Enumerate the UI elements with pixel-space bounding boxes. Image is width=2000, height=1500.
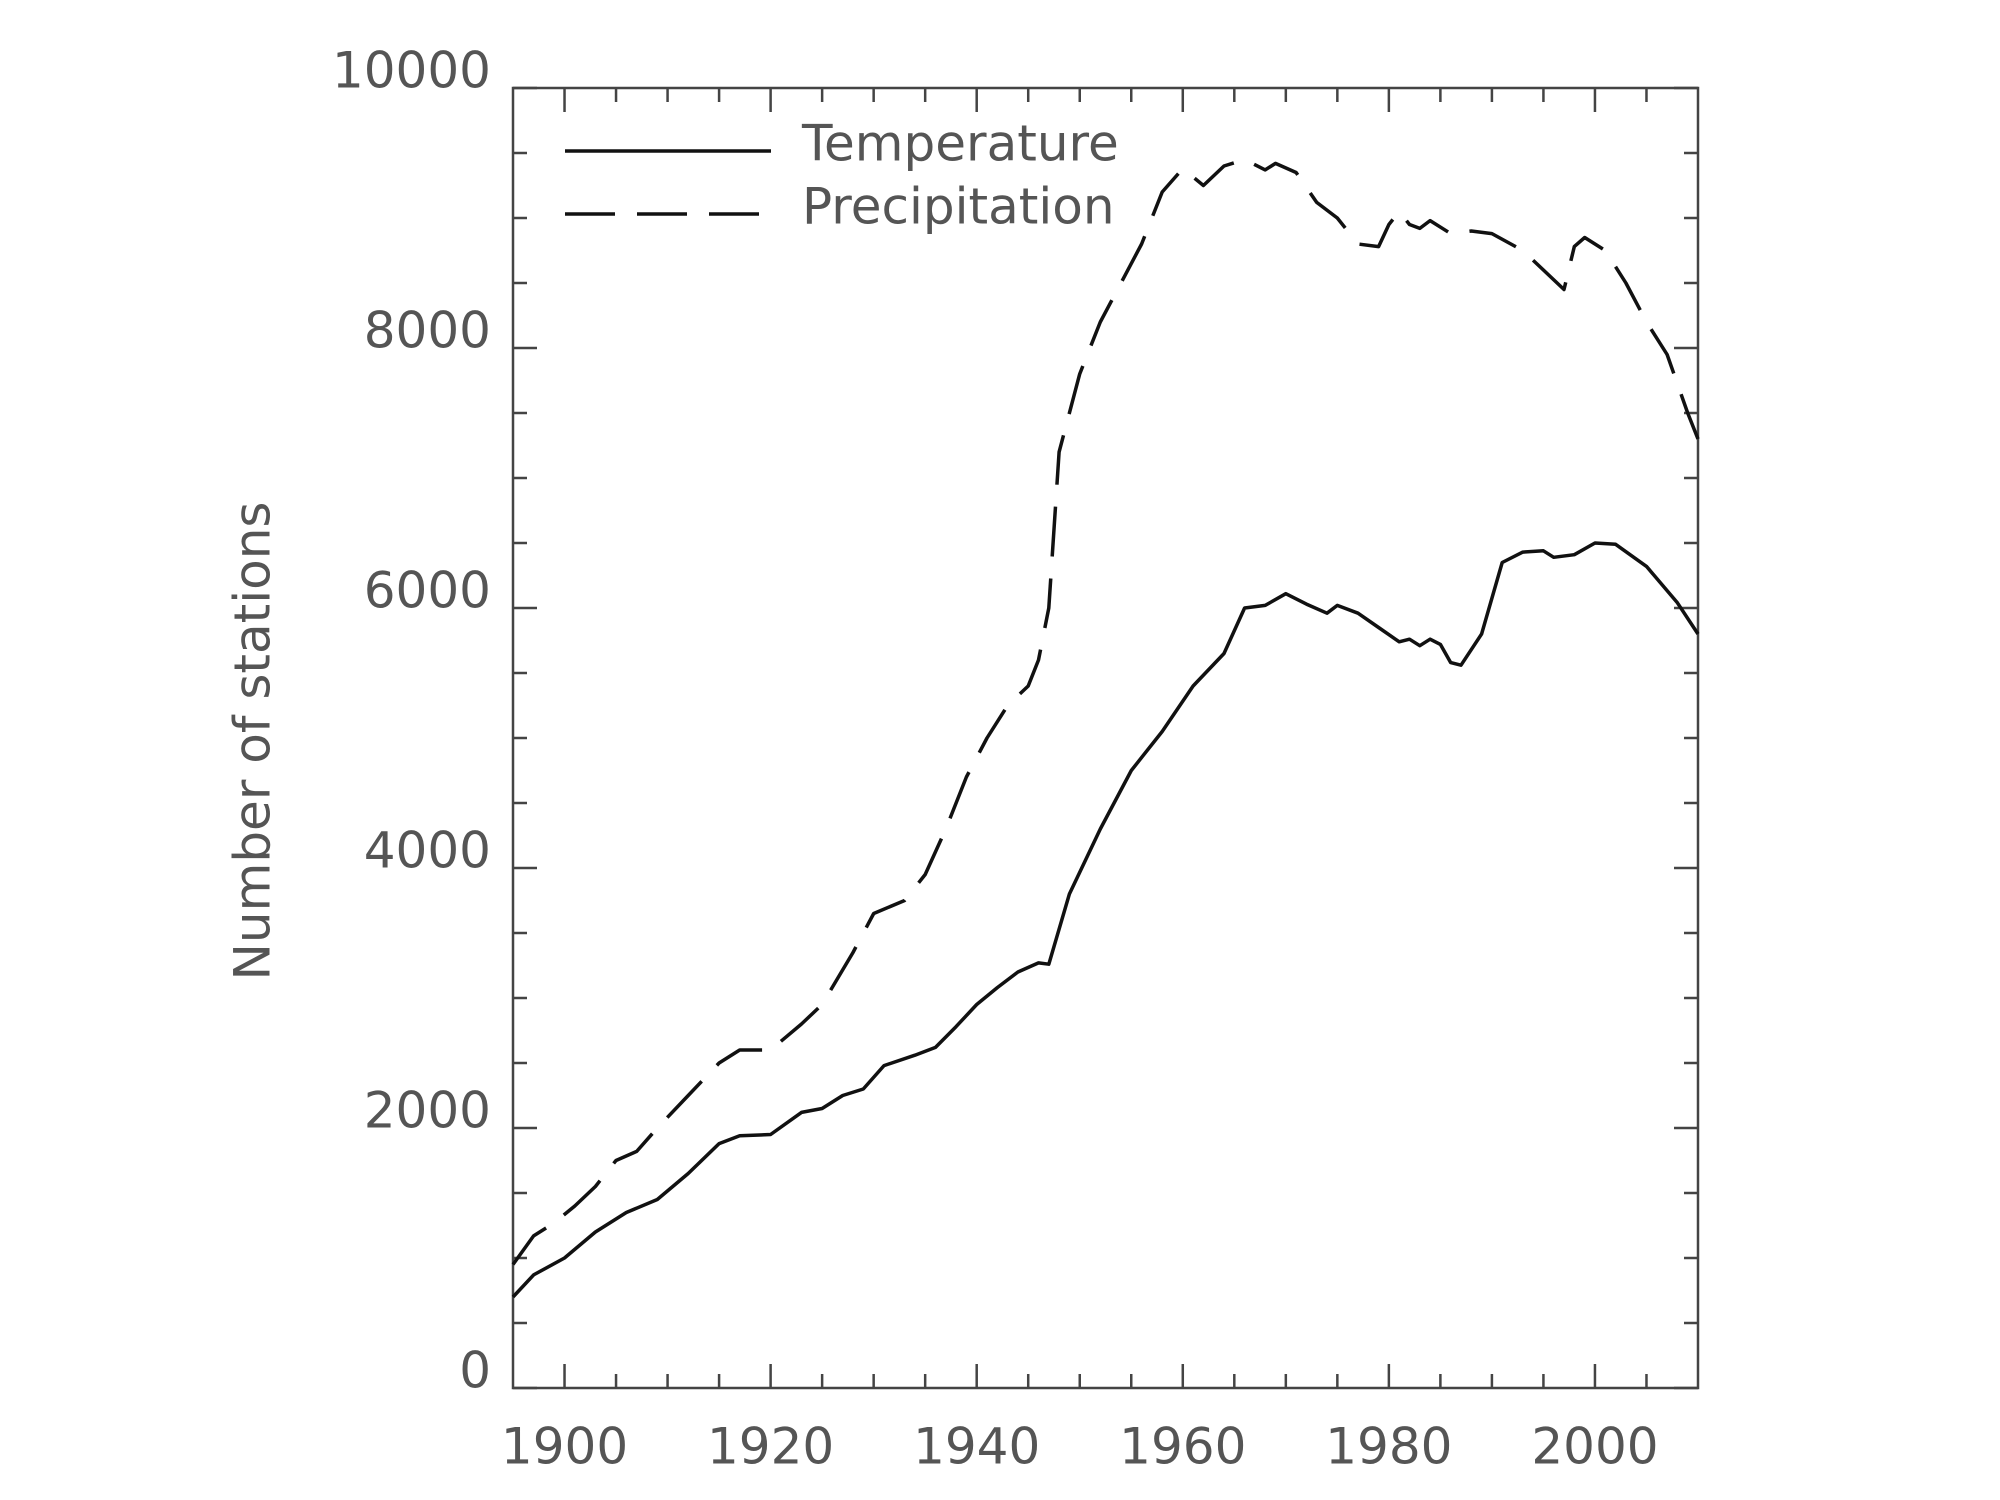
y-tick-label: 6000 (364, 562, 491, 620)
y-tick-label: 8000 (364, 302, 491, 360)
y-tick-label: 2000 (364, 1082, 491, 1140)
x-tick-label: 1940 (913, 1418, 1040, 1476)
series-line (511, 541, 1700, 1299)
x-tick-label: 2000 (1531, 1418, 1658, 1476)
legend-label: Precipitation (802, 178, 1115, 236)
series-line (511, 157, 1700, 1266)
legend-label: Temperature (801, 115, 1119, 173)
y-tick-label: 0 (459, 1342, 491, 1400)
y-axis-label: Number of stations (224, 502, 282, 981)
x-tick-label: 1980 (1325, 1418, 1452, 1476)
x-tick-label: 1900 (501, 1418, 628, 1476)
x-tick-label: 1920 (707, 1418, 834, 1476)
x-tick-label: 1960 (1119, 1418, 1246, 1476)
plot-frame (511, 86, 1700, 1390)
y-tick-label: 10000 (332, 42, 491, 100)
y-tick-label: 4000 (364, 822, 491, 880)
